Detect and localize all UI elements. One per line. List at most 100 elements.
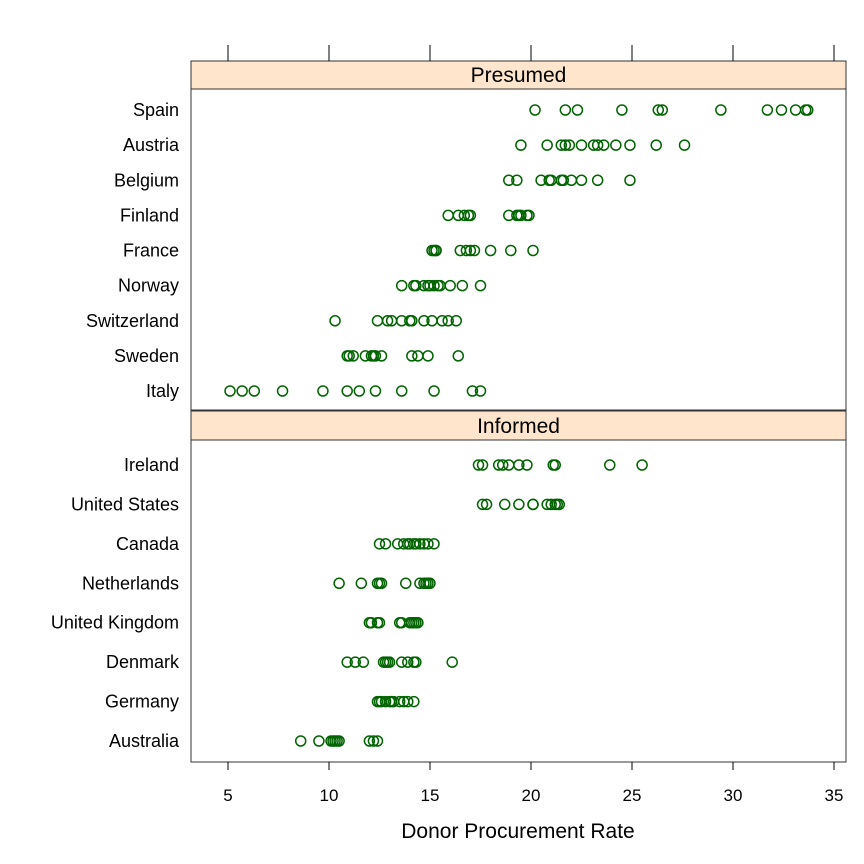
data-point (412, 616, 424, 629)
data-point (406, 350, 418, 362)
data-point (371, 735, 384, 747)
data-point (357, 656, 370, 668)
data-point (363, 735, 376, 747)
country-label: Canada (116, 534, 180, 554)
data-point (436, 315, 448, 327)
data-point (400, 577, 412, 590)
data-point (636, 459, 648, 471)
data-point (381, 315, 394, 327)
data-point (575, 139, 588, 151)
data-point (236, 385, 248, 397)
data-point (624, 174, 636, 186)
data-point (379, 538, 392, 550)
data-point (458, 209, 471, 222)
data-point (442, 315, 454, 327)
data-point (276, 385, 289, 397)
data-point (503, 174, 515, 186)
data-point (591, 139, 604, 151)
data-point (406, 315, 418, 327)
x-tick-label: 25 (623, 786, 642, 805)
x-tick-label: 20 (522, 786, 541, 805)
data-point (545, 498, 557, 511)
data-point (414, 538, 426, 550)
x-axis-label: Donor Procurement Rate (401, 820, 634, 843)
country-label: Switzerland (86, 311, 179, 331)
data-point (515, 139, 527, 151)
data-point (604, 459, 616, 471)
strip-label: Informed (477, 415, 560, 438)
data-point (410, 656, 422, 668)
data-point (317, 385, 329, 397)
data-point (464, 209, 477, 222)
country-label: Netherlands (82, 573, 179, 593)
data-point (527, 498, 539, 511)
data-point (402, 656, 414, 668)
data-point (515, 209, 527, 222)
data-point (652, 104, 665, 116)
data-point (624, 139, 636, 151)
data-point (527, 244, 539, 257)
country-label: Australia (109, 731, 180, 751)
data-point (446, 656, 458, 668)
data-point (367, 735, 380, 747)
data-point (333, 735, 345, 747)
country-label: Denmark (106, 652, 180, 672)
data-point (430, 244, 442, 257)
data-point (224, 385, 236, 397)
data-point (474, 385, 487, 397)
data-point (313, 735, 325, 747)
data-point (775, 104, 788, 116)
data-point (557, 174, 570, 186)
data-point (496, 459, 509, 471)
data-point (422, 538, 434, 550)
data-point (379, 695, 392, 708)
x-tick-label: 35 (825, 786, 844, 805)
data-point (428, 385, 440, 397)
data-point (513, 498, 525, 511)
country-label: Italy (146, 381, 179, 401)
data-point (484, 244, 497, 257)
data-point (395, 279, 408, 292)
country-label: Spain (133, 100, 179, 120)
data-point (559, 104, 572, 116)
data-point (369, 385, 382, 397)
data-point (341, 656, 353, 668)
data-point (559, 139, 572, 151)
country-label: United States (71, 494, 179, 514)
data-point (610, 139, 622, 151)
data-point (529, 104, 541, 116)
strip-presumed (190, 60, 847, 90)
data-point (474, 279, 487, 292)
data-point (571, 104, 584, 116)
x-tick-label: 15 (421, 786, 440, 805)
data-point (761, 104, 774, 116)
data-point (656, 104, 669, 116)
data-point (395, 656, 408, 668)
data-point (597, 139, 610, 151)
data-point (410, 279, 422, 292)
data-point (383, 656, 396, 668)
data-point (428, 538, 440, 550)
data-point (375, 350, 388, 362)
data-point (393, 695, 406, 708)
panel-frame (190, 439, 847, 763)
data-point (402, 695, 414, 708)
data-point (460, 244, 473, 257)
data-point (341, 385, 353, 397)
data-point (456, 279, 469, 292)
data-point (355, 577, 368, 590)
data-point (503, 459, 515, 471)
data-point (365, 616, 378, 629)
data-point (511, 174, 523, 186)
country-label: Belgium (114, 170, 179, 190)
data-point (452, 350, 465, 362)
data-point (450, 315, 463, 327)
data-point (412, 350, 424, 362)
data-point (466, 385, 479, 397)
data-point (395, 385, 408, 397)
data-point (343, 350, 355, 362)
data-point (505, 244, 517, 257)
x-tick-label: 10 (320, 786, 339, 805)
data-point (294, 735, 307, 747)
data-point (591, 174, 604, 186)
